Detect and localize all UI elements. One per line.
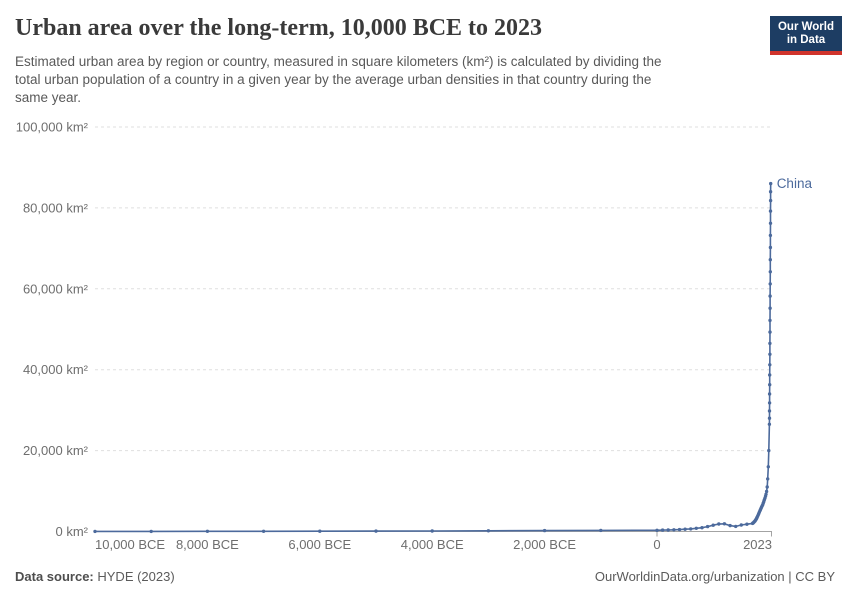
- series-point-marker[interactable]: [768, 233, 773, 238]
- series-point-marker[interactable]: [768, 373, 772, 377]
- series-point-marker[interactable]: [767, 416, 772, 420]
- series-point-marker[interactable]: [766, 465, 770, 469]
- series-point-marker[interactable]: [764, 489, 769, 494]
- data-source-note: Data source: HYDE (2023): [15, 569, 175, 585]
- series-point-marker[interactable]: [766, 477, 770, 481]
- series-point-marker[interactable]: [767, 401, 772, 405]
- series-point-marker[interactable]: [768, 330, 772, 334]
- series-point-marker[interactable]: [655, 528, 659, 532]
- series-point-marker[interactable]: [768, 306, 772, 310]
- x-axis-tick-label: 2,000 BCE: [513, 537, 576, 552]
- owid-logo[interactable]: Our World in Data: [770, 16, 842, 55]
- series-point-marker[interactable]: [149, 529, 153, 534]
- series-point-marker[interactable]: [768, 352, 772, 356]
- x-axis-tick-label: 4,000 BCE: [401, 537, 464, 552]
- series-point-marker[interactable]: [677, 527, 682, 532]
- owid-logo-line2: in Data: [786, 34, 826, 46]
- series-point-marker[interactable]: [694, 526, 698, 530]
- data-source-value: HYDE (2023): [97, 569, 175, 584]
- series-point-marker[interactable]: [767, 409, 772, 413]
- series-point-marker[interactable]: [318, 529, 322, 533]
- series-point-marker[interactable]: [683, 527, 687, 531]
- series-point-marker[interactable]: [711, 523, 715, 527]
- y-axis-tick-label: 80,000 km²: [23, 200, 89, 215]
- series-point-marker[interactable]: [768, 383, 772, 387]
- series-point-marker[interactable]: [767, 448, 771, 453]
- series-point-marker[interactable]: [765, 485, 769, 489]
- x-axis-tick-label: 6,000 BCE: [288, 537, 351, 552]
- series-point-marker[interactable]: [717, 522, 721, 526]
- series-point-marker[interactable]: [374, 529, 378, 533]
- series-point-marker[interactable]: [768, 198, 773, 203]
- subtitle-line: same year.: [15, 90, 82, 105]
- series-point-marker[interactable]: [767, 392, 772, 396]
- y-axis-tick-label: 20,000 km²: [23, 443, 89, 458]
- series-point-marker[interactable]: [728, 523, 732, 528]
- series-point-marker[interactable]: [768, 190, 773, 194]
- series-point-marker[interactable]: [768, 341, 772, 346]
- owid-url-license-link[interactable]: OurWorldinData.org/urbanization | CC BY: [594, 569, 835, 584]
- series-point-marker[interactable]: [739, 523, 743, 527]
- y-axis-tick-label: 100,000 km²: [16, 120, 89, 135]
- subtitle-line: Estimated urban area by region or countr…: [15, 54, 662, 69]
- chart-subtitle: Estimated urban area by region or countr…: [15, 53, 735, 107]
- series-point-marker[interactable]: [768, 209, 773, 213]
- x-axis-tick-label: 10,000 BCE: [95, 537, 165, 552]
- series-point-marker[interactable]: [768, 245, 773, 250]
- y-axis-tick-label: 0 km²: [56, 524, 89, 539]
- series-point-marker[interactable]: [768, 270, 772, 274]
- series-point-marker[interactable]: [768, 294, 772, 298]
- series-point-marker[interactable]: [768, 363, 772, 367]
- page-title: Urban area over the long-term, 10,000 BC…: [15, 15, 543, 41]
- series-point-marker[interactable]: [205, 529, 210, 533]
- series-point-marker[interactable]: [93, 529, 97, 534]
- owid-logo-line1: Our World: [777, 20, 834, 33]
- series-point-marker[interactable]: [767, 422, 772, 426]
- series-point-marker[interactable]: [722, 522, 727, 526]
- x-axis-tick-label: 0: [653, 537, 660, 552]
- series-point-marker[interactable]: [599, 528, 603, 533]
- series-end-label-china[interactable]: China: [777, 176, 813, 191]
- y-axis-tick-label: 60,000 km²: [23, 281, 89, 296]
- series-point-marker[interactable]: [672, 528, 676, 532]
- series-point-marker[interactable]: [660, 528, 665, 532]
- series-point-marker[interactable]: [689, 527, 693, 531]
- series-point-marker[interactable]: [745, 522, 749, 526]
- chart-footer: Data source: HYDE (2023) OurWorldinData.…: [15, 569, 835, 585]
- series-point-marker[interactable]: [705, 524, 710, 529]
- series-point-marker[interactable]: [768, 282, 772, 286]
- series-point-marker[interactable]: [734, 524, 738, 529]
- series-point-marker[interactable]: [486, 529, 491, 533]
- series-point-marker[interactable]: [542, 528, 547, 533]
- x-axis-tick-label: 8,000 BCE: [176, 537, 239, 552]
- series-point-marker[interactable]: [769, 181, 773, 186]
- series-point-marker[interactable]: [666, 528, 670, 532]
- x-axis-tick-label: 2023: [743, 537, 772, 552]
- series-point-marker[interactable]: [430, 529, 434, 533]
- series-point-marker[interactable]: [700, 526, 704, 530]
- series-point-marker[interactable]: [768, 221, 773, 225]
- series-point-marker[interactable]: [768, 258, 772, 262]
- series-line-china[interactable]: [94, 182, 772, 533]
- series-point-marker[interactable]: [261, 529, 266, 533]
- data-source-label: Data source:: [15, 569, 94, 584]
- subtitle-line: total urban population of a country in a…: [15, 72, 652, 87]
- series-point-marker[interactable]: [764, 492, 768, 496]
- y-axis-tick-label: 40,000 km²: [23, 362, 89, 377]
- series-point-marker[interactable]: [768, 318, 772, 323]
